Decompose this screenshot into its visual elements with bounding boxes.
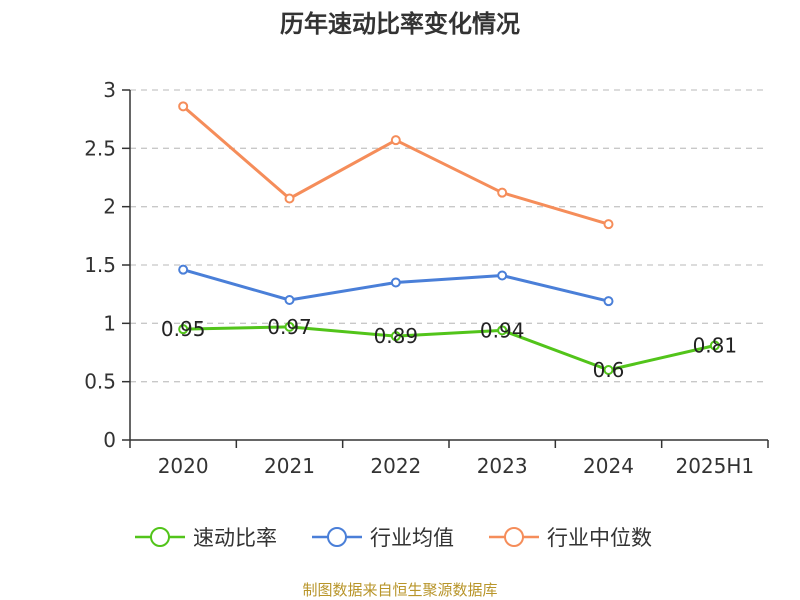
data-point [390,135,401,146]
data-labels: 0.95 0.97 0.89 0.94 0.6 0.81 [161,315,737,382]
legend-item: 速动比率 [135,526,277,550]
data-point [284,295,295,305]
data-label: 0.89 [374,324,419,348]
x-tick-label: 2025H1 [675,454,754,478]
data-point [284,193,295,204]
data-point [390,277,401,288]
legend-label: 行业中位数 [547,526,652,550]
y-tick-label: 3 [103,78,116,102]
axes: 0 0.5 1 1.5 2 2.5 3 2020 2021 2022 2023 2024 2025H1 [84,78,769,478]
data-label: 0.97 [267,315,312,339]
y-tick-label: 0.5 [84,370,116,394]
legend: 速动比率 行业均值 行业中位数 [135,526,652,550]
y-tick-label: 2.5 [84,136,116,160]
y-tick-label: 2 [103,195,116,219]
data-label: 0.81 [693,334,738,358]
y-tick-label: 0 [103,428,116,452]
x-tick-label: 2024 [583,454,634,478]
legend-label: 行业均值 [370,526,454,550]
y-tick-label: 1 [103,311,116,335]
legend-label: 速动比率 [193,526,277,550]
source-note: 制图数据来自恒生聚源数据库 [302,581,497,599]
legend-marker [150,527,170,547]
data-label: 0.6 [593,358,625,382]
series-line [183,325,716,372]
chart-title: 历年速动比率变化情况 [280,10,520,38]
data-point [178,101,189,112]
data-point [603,296,614,307]
data-point [497,325,508,336]
x-tick-label: 2023 [477,454,528,478]
data-point [603,219,614,230]
data-point [178,264,189,275]
legend-marker [504,527,524,547]
data-point [497,270,508,281]
legend-item: 行业中位数 [489,526,652,550]
data-label: 0.95 [161,317,206,341]
data-point [390,331,401,342]
data-point [178,324,189,335]
x-tick-label: 2022 [370,454,421,478]
y-tick-label: 1.5 [84,253,116,277]
data-point [709,340,720,351]
legend-item: 行业均值 [312,526,454,550]
x-tick-label: 2020 [158,454,209,478]
data-point [603,365,614,375]
data-label: 0.94 [480,318,525,342]
x-tick-label: 2021 [264,454,315,478]
grid-lines [130,89,768,383]
series-group [178,101,720,375]
legend-marker [327,527,347,547]
data-point [284,321,295,332]
data-point [497,187,508,198]
